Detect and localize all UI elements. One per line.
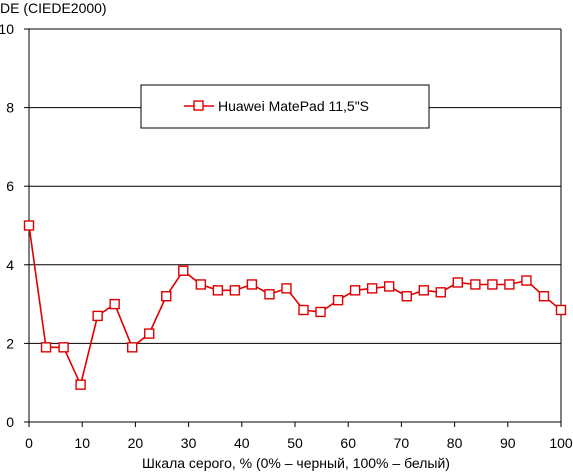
data-point-0-29	[521, 275, 532, 286]
y-axis-title: DE (CIEDE2000)	[0, 0, 107, 16]
data-point-0-5	[109, 298, 120, 310]
data-point-0-10	[195, 279, 207, 290]
y-tick-labels: 0 2 4 6 8 10	[0, 21, 14, 430]
x-tick-label-20: 20	[128, 435, 144, 451]
legend-label: Huawei MatePad 11,5"S	[218, 98, 369, 114]
x-tick-label-40: 40	[234, 435, 250, 451]
data-point-0-9	[178, 265, 189, 276]
data-point-0-4	[92, 310, 103, 322]
x-tick-label-90: 90	[500, 435, 516, 451]
y-tick-label-0: 0	[6, 414, 14, 430]
series-line-0	[28, 225, 562, 388]
data-point-0-1	[40, 342, 52, 353]
y-tick-label-4: 4	[6, 257, 14, 273]
data-point-0-22	[401, 291, 412, 302]
legend-marker	[193, 100, 204, 111]
data-point-0-8	[161, 291, 172, 302]
data-point-0-3	[75, 379, 86, 390]
series-group	[23, 220, 567, 390]
data-point-0-16	[298, 304, 309, 316]
data-point-0-23	[418, 285, 429, 296]
x-tick-label-50: 50	[287, 435, 303, 451]
data-point-0-12	[229, 285, 241, 296]
data-point-0-31	[555, 304, 567, 316]
data-point-0-21	[383, 281, 395, 292]
data-point-0-13	[246, 279, 258, 290]
data-point-0-6	[127, 342, 138, 353]
x-tick-label-70: 70	[394, 435, 410, 451]
data-point-0-0	[23, 220, 35, 231]
x-tick-label-30: 30	[181, 435, 197, 451]
data-point-0-11	[212, 285, 224, 296]
data-point-0-19	[349, 285, 361, 296]
x-tick-label-100: 100	[549, 435, 573, 451]
x-tick-label-10: 10	[74, 435, 90, 451]
x-tick-label-0: 0	[25, 435, 33, 451]
data-point-0-20	[366, 283, 378, 294]
data-point-0-24	[435, 287, 446, 298]
legend: Huawei MatePad 11,5"S	[140, 84, 430, 129]
x-tick-label-80: 80	[447, 435, 463, 451]
y-tick-label-8: 8	[6, 100, 14, 116]
y-tick-label-2: 2	[6, 335, 14, 351]
data-point-0-25	[452, 277, 463, 288]
data-point-0-7	[144, 328, 155, 339]
data-point-0-15	[281, 283, 292, 294]
grid-lines	[29, 28, 561, 344]
y-tick-label-6: 6	[6, 178, 14, 194]
data-point-0-18	[332, 294, 344, 306]
data-point-0-2	[58, 342, 69, 353]
data-point-0-26	[470, 279, 481, 290]
y-tick-label-10: 10	[0, 21, 14, 37]
x-axis-title: Шкала серого, % (0% – черный, 100% – бел…	[142, 455, 450, 471]
x-tick-label-60: 60	[340, 435, 356, 451]
x-tick-labels: 0 10 20 30 40 50 60 70 80 90 100	[25, 435, 573, 451]
data-point-0-28	[504, 279, 515, 290]
data-point-0-30	[538, 291, 550, 302]
data-point-0-17	[315, 306, 326, 318]
data-point-0-27	[487, 279, 498, 290]
data-point-0-14	[264, 289, 275, 300]
